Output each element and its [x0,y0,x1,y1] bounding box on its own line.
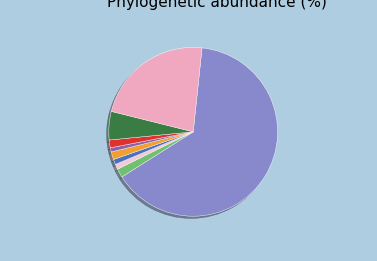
Wedge shape [109,132,193,148]
Wedge shape [122,48,277,216]
Wedge shape [118,132,193,177]
Wedge shape [111,48,202,132]
Title: Phylogenetic abundance (%): Phylogenetic abundance (%) [107,0,327,10]
Wedge shape [115,132,193,169]
Wedge shape [109,111,193,140]
Wedge shape [113,132,193,164]
Wedge shape [110,132,193,152]
Wedge shape [111,132,193,159]
